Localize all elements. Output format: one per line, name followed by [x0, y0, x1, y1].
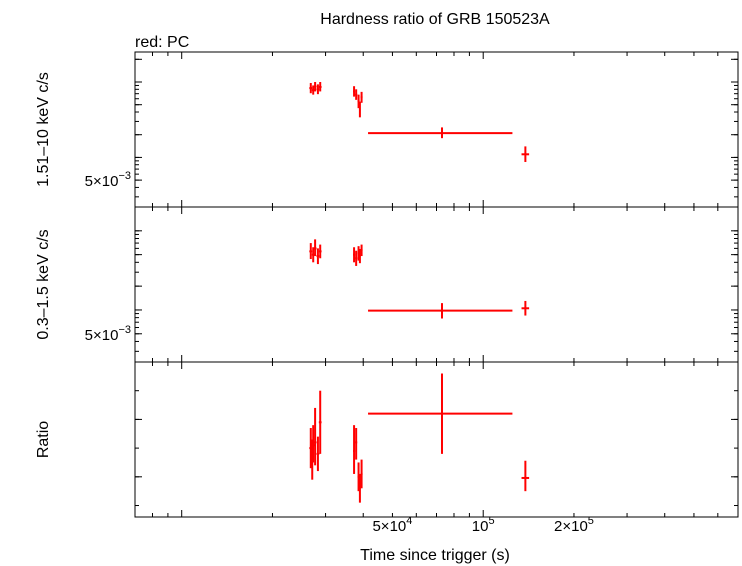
data-point	[521, 300, 530, 316]
data-point	[318, 244, 322, 259]
data-point	[353, 425, 356, 474]
chart-subtitle: red: PC	[135, 34, 189, 51]
data-point	[353, 247, 356, 263]
data-point	[358, 473, 361, 503]
data-point	[318, 82, 322, 92]
data-point	[313, 82, 317, 92]
data-point	[360, 244, 363, 257]
data-point	[316, 248, 320, 265]
y-axis-label-hard: 1.51–10 keV c/s	[35, 72, 52, 187]
data-point	[368, 303, 513, 319]
panel-frame-ratio	[134, 361, 739, 518]
data-point	[521, 146, 530, 162]
data-point	[521, 460, 530, 492]
y-axis-label-soft: 0.3–1.5 keV c/s	[35, 229, 52, 339]
data-point	[368, 127, 513, 139]
data-point	[318, 390, 322, 454]
data-point	[368, 373, 513, 454]
data-point	[357, 94, 360, 109]
data-point	[355, 428, 358, 460]
data-point	[360, 459, 363, 489]
data-point	[355, 250, 358, 266]
chart-title: Hardness ratio of GRB 150523A	[320, 11, 550, 28]
data-point	[309, 83, 313, 94]
data-point	[309, 243, 313, 260]
series-ratio	[309, 373, 530, 503]
panel-frame-soft	[134, 206, 739, 363]
x-tick-label: 105	[472, 515, 495, 535]
data-point	[355, 89, 358, 100]
data-point	[358, 101, 361, 118]
data-point	[360, 91, 363, 103]
data-point	[313, 239, 317, 257]
series-soft	[309, 239, 530, 319]
data-point	[358, 248, 361, 264]
panel-frame-hard	[134, 51, 739, 208]
data-point	[316, 436, 320, 472]
data-point	[353, 86, 356, 97]
series-hard	[309, 82, 530, 162]
data-point	[313, 407, 317, 466]
panels-group: 5×10−3 1.51–10 keV c/s 5×10−3 0.3–1.5 keV c…	[35, 51, 739, 535]
data-point	[316, 84, 320, 95]
y-tick-label: 5×10−3	[85, 324, 131, 344]
x-tick-label: 2×105	[554, 515, 594, 535]
x-axis-label: Time since trigger (s)	[360, 547, 510, 564]
x-tick-label: 5×104	[372, 515, 412, 535]
y-axis-label-ratio: Ratio	[35, 421, 52, 458]
y-tick-label: 5×10−3	[85, 170, 131, 190]
